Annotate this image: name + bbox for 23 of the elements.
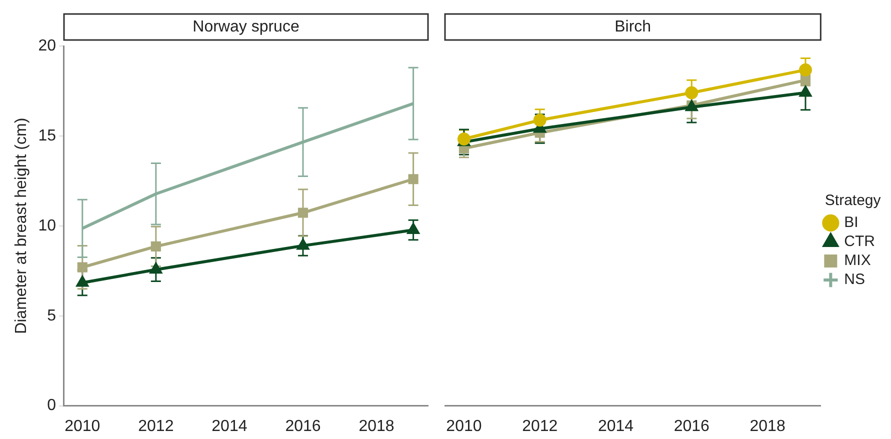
y-tick-label: 15 [38, 127, 56, 144]
legend-title: Strategy [824, 192, 882, 210]
x-tick-label: 2016 [285, 418, 321, 435]
x-tick-label: 2010 [64, 418, 100, 435]
x-tick-label: 2010 [446, 418, 482, 435]
y-axis-title: Diameter at breast height (cm) [13, 118, 30, 334]
legend-label: NS [844, 271, 866, 288]
y-tick-label: 0 [47, 397, 56, 414]
x-tick-label: 2014 [212, 418, 248, 435]
x-tick-label: 2018 [750, 418, 786, 435]
y-tick-label: 20 [38, 37, 56, 54]
x-tick-label: 2016 [674, 418, 710, 435]
y-tick-label: 10 [38, 217, 56, 234]
x-tick-label: 2012 [138, 418, 174, 435]
y-tick-label: 5 [47, 307, 56, 324]
chart-title: Norway spruce [192, 18, 300, 36]
x-tick-label: 2012 [522, 418, 558, 435]
legend-label: CTR [844, 233, 876, 250]
x-tick-label: 2014 [598, 418, 634, 435]
legend-label: BI [844, 214, 858, 232]
chart-title: Birch [614, 18, 652, 36]
x-tick-label: 2018 [358, 418, 394, 435]
legend-label: MIX [844, 252, 871, 270]
